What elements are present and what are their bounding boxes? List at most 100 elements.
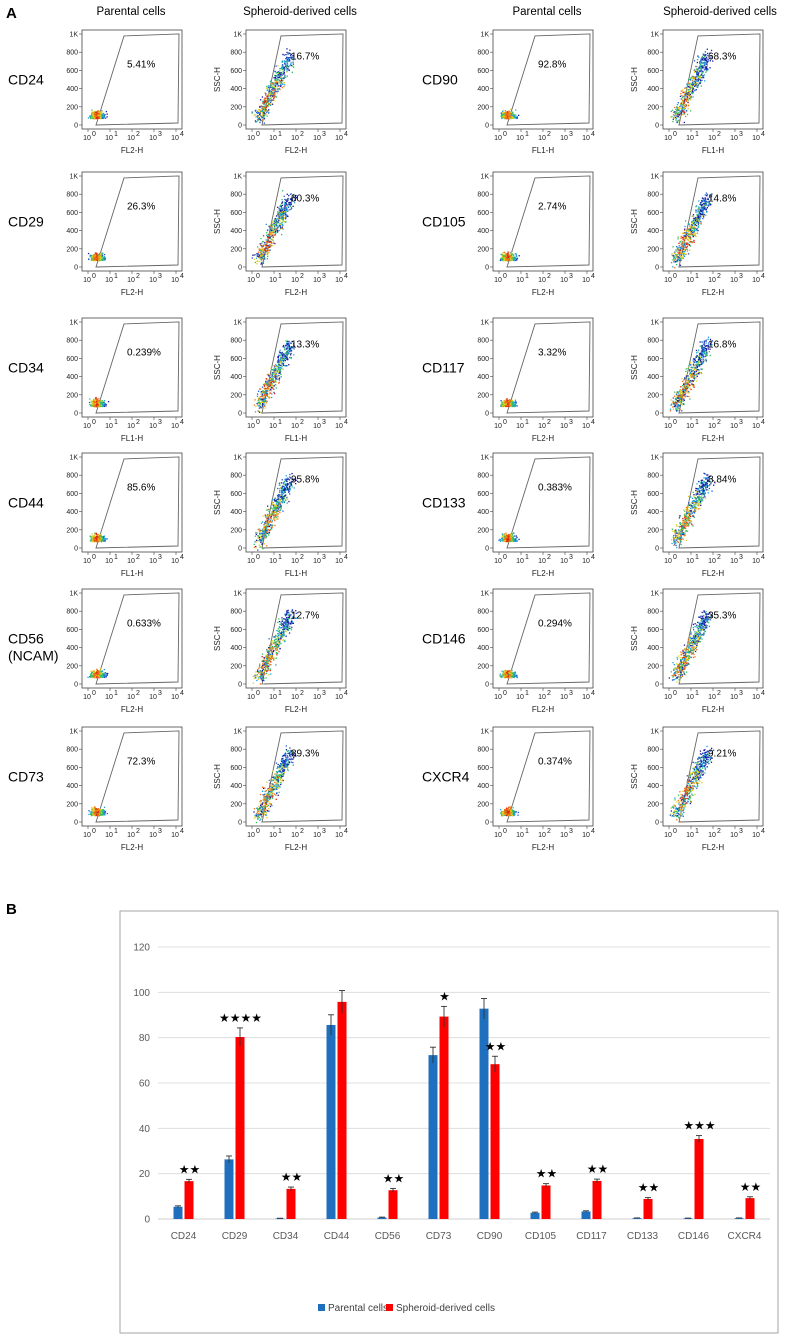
event-dot — [274, 82, 276, 84]
event-dot — [275, 384, 277, 386]
event-dot — [93, 399, 95, 401]
event-dot — [266, 96, 268, 98]
event-dot — [275, 79, 277, 81]
event-dot — [278, 76, 280, 78]
event-dot — [278, 80, 280, 82]
x-tick-label: 10 — [335, 558, 343, 565]
event-dot — [264, 113, 266, 115]
event-dot — [289, 477, 291, 479]
flow-plot-left_markers-2-parental: 1K8006004002000100101102103104FL1-H0.239… — [66, 317, 184, 443]
event-dot — [273, 373, 275, 375]
event-dot — [103, 114, 105, 116]
event-dot — [94, 399, 96, 401]
event-dot — [91, 117, 94, 119]
event-dot — [288, 488, 290, 490]
event-dot — [284, 207, 286, 209]
event-dot — [288, 65, 290, 67]
event-dot — [262, 113, 264, 115]
event-dot — [266, 240, 268, 243]
event-dot — [100, 258, 102, 260]
event-dot — [281, 211, 283, 213]
event-dot — [262, 391, 265, 393]
event-dot — [276, 78, 278, 80]
event-dot — [277, 72, 280, 74]
event-dot — [280, 360, 282, 363]
event-dot — [277, 498, 279, 500]
y-tick-label: 400 — [230, 509, 242, 516]
event-dot — [264, 254, 266, 256]
event-dot — [94, 535, 96, 537]
event-dot — [278, 359, 280, 361]
event-dot — [287, 68, 289, 71]
event-dot — [269, 386, 272, 388]
event-dot — [283, 211, 285, 214]
event-dot — [97, 110, 99, 112]
event-dot — [281, 66, 284, 68]
event-dot — [281, 201, 284, 203]
event-dot — [269, 669, 271, 672]
event-dot — [288, 476, 291, 478]
event-dot — [282, 364, 285, 366]
event-dot — [281, 79, 283, 81]
event-dot — [269, 87, 271, 89]
event-dot — [281, 216, 283, 218]
y-tick-label: 200 — [230, 246, 242, 253]
event-dot — [103, 254, 106, 256]
event-dot — [276, 365, 278, 368]
y-axis-label: SSC-H — [213, 355, 222, 380]
event-dot — [271, 374, 273, 376]
event-dot — [281, 74, 283, 76]
x-axis-label: FL1-H — [285, 569, 307, 578]
event-dot — [101, 116, 104, 118]
event-dot — [261, 255, 263, 257]
event-dot — [280, 642, 282, 645]
event-dot — [265, 104, 267, 106]
event-dot — [295, 196, 297, 199]
event-dot — [263, 256, 265, 258]
event-dot — [103, 115, 105, 117]
event-dot — [285, 216, 287, 218]
event-dot — [281, 500, 283, 502]
event-dot — [288, 616, 291, 618]
x-tick-exponent: 4 — [180, 690, 184, 697]
event-dot — [266, 105, 268, 107]
event-dot — [87, 252, 90, 255]
event-dot — [99, 405, 102, 407]
event-dot — [267, 505, 269, 507]
event-dot — [262, 119, 264, 121]
event-dot — [269, 104, 272, 106]
event-dot — [279, 629, 281, 632]
event-dot — [92, 111, 94, 113]
event-dot — [280, 222, 282, 225]
event-dot — [280, 373, 282, 376]
event-dot — [292, 62, 294, 64]
event-dot — [104, 259, 106, 261]
event-dot — [287, 353, 289, 355]
event-dot — [261, 242, 263, 244]
event-dot — [282, 68, 284, 70]
event-dot — [279, 505, 281, 507]
event-dot — [256, 395, 259, 397]
event-dot — [285, 205, 287, 207]
event-dot — [261, 394, 264, 396]
event-dot — [275, 664, 277, 666]
event-dot — [95, 113, 97, 115]
event-dot — [271, 656, 273, 659]
event-dot — [288, 195, 290, 197]
event-dot — [262, 384, 265, 386]
event-dot — [265, 537, 267, 539]
event-dot — [261, 386, 264, 388]
event-dot — [275, 376, 277, 378]
event-dot — [289, 493, 291, 495]
flow-plot-left_markers-4-spheroid: 1K8006004002000100101102103104FL2-HSSC-H… — [213, 588, 348, 714]
event-dot — [95, 111, 97, 113]
event-dot — [278, 351, 280, 353]
event-dot — [97, 401, 99, 403]
event-dot — [266, 392, 268, 394]
event-dot — [261, 106, 263, 109]
event-dot — [95, 396, 97, 399]
event-dot — [291, 71, 293, 73]
flow-plot-left_markers-0-spheroid: 1K8006004002000100101102103104FL2-HSSC-H… — [213, 29, 348, 155]
event-dot — [96, 400, 98, 403]
event-dot — [283, 71, 285, 74]
